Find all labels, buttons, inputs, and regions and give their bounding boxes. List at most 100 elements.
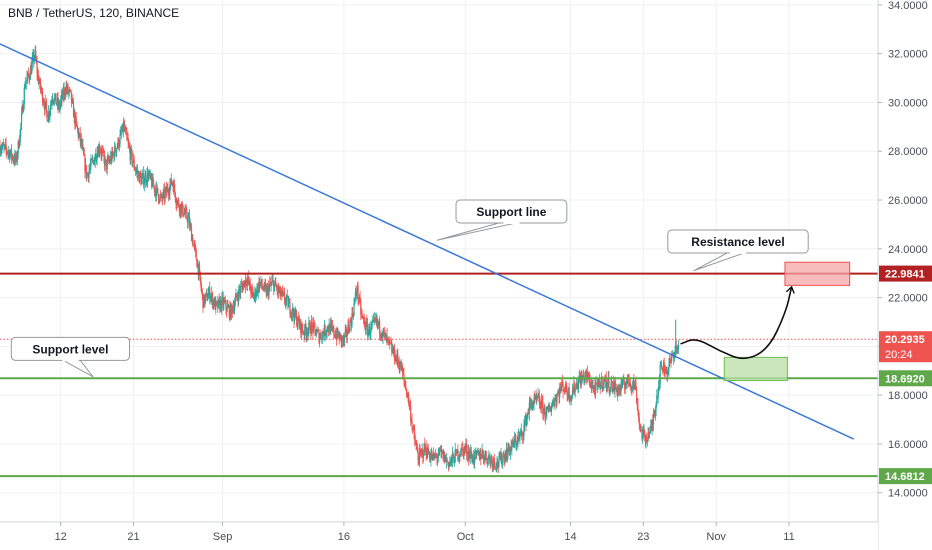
candle-body <box>294 309 296 321</box>
candle-body <box>301 323 303 330</box>
candle-body <box>436 455 438 459</box>
candle-body <box>478 450 480 455</box>
candle-body <box>82 144 84 149</box>
candle-body <box>217 301 219 308</box>
candle-body <box>325 332 327 334</box>
candle-body <box>3 145 5 147</box>
candle-body <box>480 456 483 459</box>
candle-body <box>424 446 427 451</box>
time-axis[interactable]: 12 21 Sep 16 Oct 14 23 Nov 11 <box>0 521 878 550</box>
candle-body <box>602 386 604 388</box>
candle-body <box>136 170 139 175</box>
candle-body <box>265 285 267 288</box>
candle-body <box>422 449 424 458</box>
candle-body <box>435 455 437 457</box>
candle-body <box>297 316 299 325</box>
candle-body <box>441 449 443 453</box>
candlesticks <box>0 45 679 473</box>
candle-body <box>286 295 288 297</box>
candle-body <box>646 436 648 441</box>
candle-body <box>453 462 456 464</box>
candle-body <box>18 142 21 148</box>
candle-body <box>620 382 622 392</box>
candle-body <box>89 165 91 169</box>
candle-body <box>349 320 351 332</box>
candle-body <box>58 102 60 107</box>
candle-body <box>538 395 541 404</box>
candle-body <box>230 304 232 319</box>
candle-body <box>440 449 442 452</box>
candle-body <box>303 333 305 336</box>
candle-body <box>279 287 281 291</box>
candle-body <box>475 451 477 454</box>
candle-body <box>655 403 657 410</box>
candle-body <box>148 172 150 175</box>
price-axis[interactable]: 14.000016.000018.000020.000022.000024.00… <box>877 0 932 550</box>
candle-body <box>147 174 149 181</box>
price-tick-label: 14.0000 <box>888 488 928 500</box>
candle-body <box>603 378 605 383</box>
candle-body <box>558 392 560 398</box>
candle-body <box>2 143 4 147</box>
candle-body <box>622 379 624 381</box>
candle-body <box>238 289 240 301</box>
candle-body <box>163 189 166 199</box>
candle-body <box>380 334 382 338</box>
callout-pointer <box>693 251 748 272</box>
candle-body <box>121 131 123 133</box>
candle-body <box>580 378 582 386</box>
candle-body <box>611 381 613 383</box>
candle-body <box>573 383 576 393</box>
candle-body <box>113 153 115 158</box>
candle-body <box>64 93 67 95</box>
candle-body <box>219 300 222 310</box>
candle-body <box>395 355 397 362</box>
candle-body <box>181 203 183 207</box>
candle-body <box>66 85 69 91</box>
candle-body <box>660 364 662 367</box>
candle-body <box>138 172 140 182</box>
candle-body <box>392 349 394 354</box>
candle-body <box>424 444 426 451</box>
candle-body <box>428 453 430 455</box>
candle-body <box>262 287 264 290</box>
candle-body <box>367 332 369 336</box>
candle-body <box>517 436 519 444</box>
candle-body <box>563 389 565 392</box>
candle-body <box>283 292 285 294</box>
candle-body <box>638 417 640 425</box>
candle-body <box>373 318 375 320</box>
candle-body <box>38 82 40 84</box>
candle-body <box>486 459 489 465</box>
candle-body <box>414 439 416 445</box>
candle-body <box>129 149 131 160</box>
candle-body <box>542 401 544 415</box>
candle-body <box>103 156 106 166</box>
callout-joint <box>730 250 747 254</box>
candle-body <box>353 303 355 315</box>
candle-body <box>62 89 64 97</box>
candle-body <box>523 425 525 436</box>
candle-body <box>247 277 249 280</box>
candle-body <box>442 451 444 460</box>
candle-body <box>331 324 333 326</box>
candle-body <box>305 329 307 336</box>
candle-body <box>490 458 493 460</box>
candle-body <box>529 402 531 404</box>
candle-body <box>608 377 610 391</box>
candle-body <box>172 183 174 192</box>
candle-body <box>486 458 488 460</box>
candle-body <box>360 301 362 314</box>
candle-body <box>205 293 207 298</box>
candle-body <box>187 217 189 223</box>
candle-body <box>105 159 107 162</box>
candle-body <box>590 386 592 387</box>
candle-body <box>107 158 109 160</box>
candle-body <box>553 402 555 405</box>
countdown-tag: 20:24 <box>885 349 913 361</box>
candle-body <box>248 281 251 285</box>
candle-body <box>131 151 133 164</box>
candle-body <box>446 458 448 462</box>
candle-body <box>490 458 492 463</box>
